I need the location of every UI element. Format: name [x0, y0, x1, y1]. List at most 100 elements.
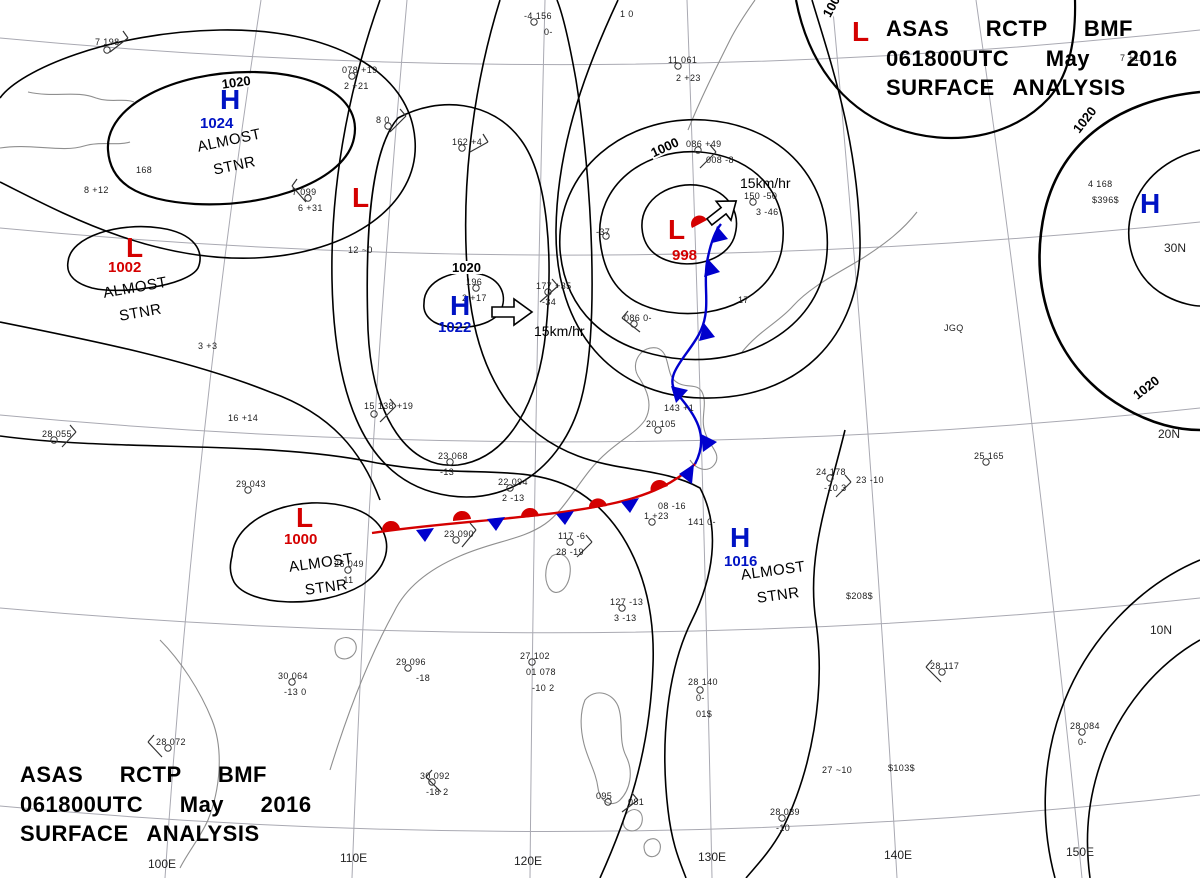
station-plot: 3 +3	[198, 341, 218, 351]
pressure-value: 1002	[108, 259, 142, 276]
station-plot: 15 138 +19	[364, 401, 414, 411]
pressure-center-low: L	[852, 16, 870, 47]
movement-speed-label: 15km/hr	[534, 323, 585, 339]
station-plot: 28 072	[156, 737, 186, 747]
station-plot: 22 094	[498, 477, 528, 487]
station-plot: 28 089	[770, 807, 800, 817]
station-plot: 17	[738, 295, 749, 305]
station-plot: $396$	[1092, 195, 1120, 205]
station-plot: 28 084	[1070, 721, 1100, 731]
station-plot: 23 -10	[856, 475, 884, 485]
station-plot: 0-	[696, 693, 705, 703]
station-plot: -13 0	[284, 687, 307, 697]
station-plot: 29 043	[236, 479, 266, 489]
header-product-line: ASAS RCTP BMF	[886, 16, 1133, 41]
isobar-label: 1020	[1130, 372, 1163, 403]
movement-arrows	[491, 200, 738, 327]
pressure-value: 998	[672, 247, 698, 264]
pressure-center-high: H	[220, 84, 241, 115]
cold-front	[671, 215, 728, 465]
motion-label: STNR	[117, 300, 163, 325]
station-plot: 086 +49	[686, 139, 722, 149]
longitude-label: 120E	[514, 854, 543, 868]
station-plot: 28 055	[42, 429, 72, 439]
station-plot: 196	[466, 277, 483, 287]
isobar-label: 1020	[451, 260, 482, 275]
analysis-header-bottom: ASAS RCTP BMF 061800UTC May 2016 SURFACE…	[20, 760, 312, 849]
header-type-line: SURFACE ANALYSIS	[20, 821, 260, 847]
station-plot: 20 105	[646, 419, 676, 429]
header-datetime-line: 061800UTC May 2016	[20, 791, 312, 817]
station-plot: 7 198	[95, 37, 120, 47]
station-plot: 008 -8	[706, 155, 734, 165]
station-plot: -18 2	[426, 787, 449, 797]
station-plot: 6 +31	[298, 203, 323, 213]
station-plot: 168	[136, 165, 153, 175]
station-circle-symbols	[50, 18, 1086, 822]
station-plot: 117 -6	[558, 531, 586, 541]
station-plot: 2 +17	[462, 293, 487, 303]
station-plot: 7 099	[292, 187, 317, 197]
station-plot: 086 0-	[624, 313, 652, 323]
station-plot: -34	[542, 297, 557, 307]
station-plot: 30 064	[278, 671, 308, 681]
station-plot: 0-	[1078, 737, 1087, 747]
station-plot: -10 3	[824, 483, 847, 493]
longitude-label: 130E	[698, 850, 727, 864]
movement-arrow-east-icon	[491, 297, 534, 327]
station-plot: 30 092	[420, 771, 450, 781]
longitude-label: 100E	[148, 857, 177, 871]
pressure-center-high: H	[450, 290, 471, 321]
pressure-value: 1022	[438, 319, 472, 336]
station-plot: 0-	[544, 27, 553, 37]
station-plot: 28 117	[930, 661, 960, 671]
station-plot: 1 +23	[644, 511, 669, 521]
motion-label: ALMOST	[287, 550, 355, 576]
station-plot: 3 -46	[756, 207, 779, 217]
station-plot: 27 ~10	[822, 765, 853, 775]
pressure-center-high: H	[1140, 188, 1161, 219]
station-plot: 8 0	[376, 115, 390, 125]
movement-arrow-northeast-icon	[705, 200, 738, 227]
station-plot: -18	[416, 673, 431, 683]
header-product-line: ASAS RCTP BMF	[20, 762, 267, 787]
longitude-label: 150E	[1066, 845, 1095, 859]
station-plot: 162 +4	[452, 137, 483, 147]
pressure-value: 1016	[724, 553, 758, 570]
station-plot: 08 -16	[658, 501, 686, 511]
station-plot: 143 +1	[664, 403, 695, 413]
station-plot: 3 -13	[614, 613, 637, 623]
pressure-center-low: L	[296, 502, 314, 533]
motion-label: STNR	[755, 584, 801, 607]
station-plot: 28 -19	[556, 547, 584, 557]
station-plot: -11	[340, 575, 354, 585]
station-plot: $208$	[846, 591, 874, 601]
station-plot: 141 0-	[688, 517, 716, 527]
isobar-label: 1000	[648, 134, 682, 161]
longitude-label: 140E	[884, 848, 913, 862]
movement-speed-label: 15km/hr	[740, 175, 791, 191]
pressure-center-low: L	[126, 232, 144, 263]
station-plot: 081	[628, 797, 645, 807]
coastlines	[0, 0, 918, 869]
station-plot: -10	[776, 823, 791, 833]
station-plot: 2 -13	[502, 493, 525, 503]
station-plot: 01$	[696, 709, 713, 719]
pressure-value: 1000	[284, 531, 318, 548]
station-plot: 27 102	[520, 651, 550, 661]
pressure-value: 1024	[200, 115, 234, 132]
station-plot: 078 +19	[342, 65, 378, 75]
latitude-label: 30N	[1164, 241, 1187, 255]
isobar-label: 1020	[1069, 103, 1100, 137]
longitude-label: 110E	[340, 851, 368, 865]
station-plot: 4 168	[1088, 179, 1113, 189]
latitude-label: 20N	[1158, 427, 1181, 441]
latitude-label: 10N	[1150, 623, 1173, 637]
station-plot: 12 ~0	[348, 245, 373, 255]
station-plot: 8 +12	[84, 185, 109, 195]
wind-barbs	[61, 30, 942, 813]
station-plot: 25 165	[974, 451, 1004, 461]
